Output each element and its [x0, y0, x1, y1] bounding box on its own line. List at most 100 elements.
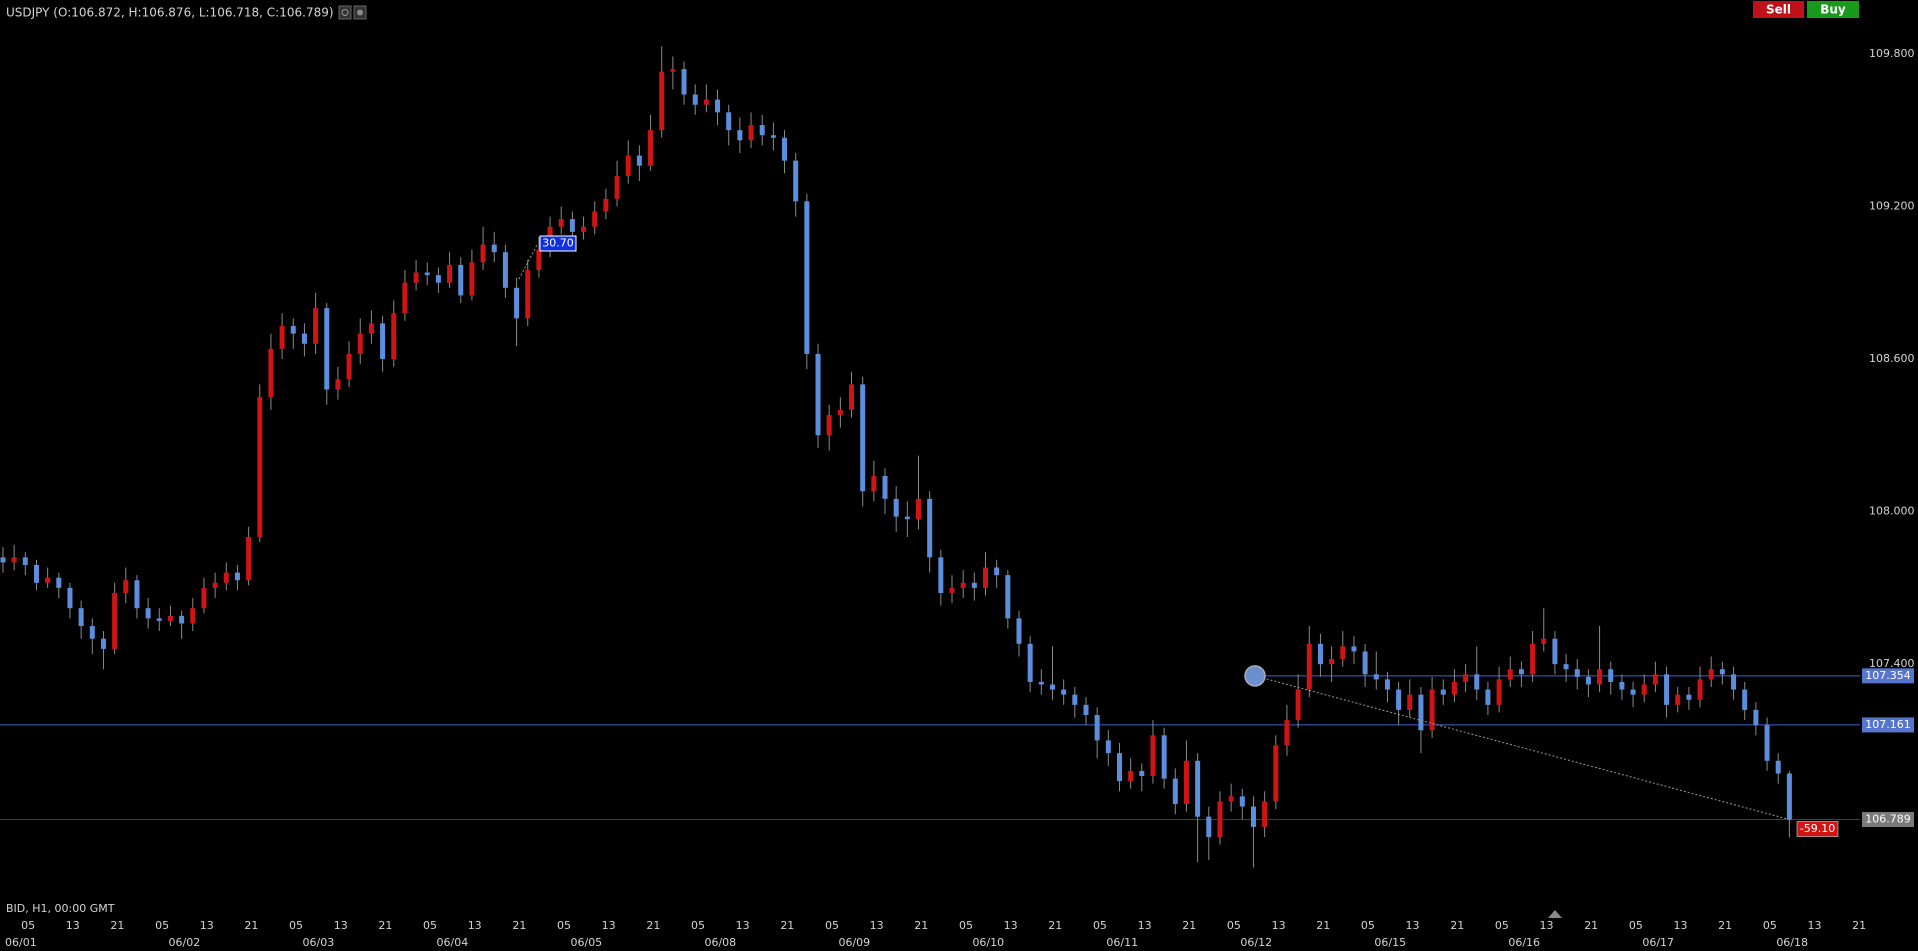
candle-body [581, 226, 587, 232]
x-tick-label: 21 [646, 919, 660, 932]
candle-body [1429, 689, 1435, 731]
candle-body [849, 384, 855, 410]
x-tick-label: 05 [959, 919, 973, 932]
x-tick-label: 21 [378, 919, 392, 932]
candle-body [1351, 646, 1357, 652]
candle-body [726, 112, 732, 131]
candle-body [424, 272, 430, 276]
candle-body [1585, 676, 1591, 685]
sell-button-label[interactable]: Sell [1766, 3, 1791, 17]
x-date-label: 06/12 [1240, 936, 1272, 949]
candle-body [346, 353, 352, 380]
candle-body [1262, 801, 1268, 827]
candle-body [290, 325, 296, 334]
candle-body [1407, 694, 1413, 710]
candle-body [1608, 669, 1614, 682]
x-tick-label: 05 [1629, 919, 1643, 932]
candle-body [994, 567, 1000, 576]
x-tick-label: 05 [825, 919, 839, 932]
annotation-label: 30.70 [542, 237, 574, 250]
candle-body [1061, 689, 1067, 695]
candle-body [1284, 720, 1290, 746]
candle-body [447, 264, 453, 283]
price-line-tag [1862, 717, 1914, 733]
sell-button[interactable] [1753, 1, 1804, 18]
candle-body [1563, 664, 1569, 670]
x-date-label: 06/03 [303, 936, 335, 949]
candle-body [56, 577, 62, 588]
x-date-label: 06/18 [1776, 936, 1808, 949]
buy-button-label[interactable]: Buy [1820, 3, 1846, 17]
x-tick-label: 13 [1004, 919, 1018, 932]
x-tick-label: 21 [244, 919, 258, 932]
candle-body [1697, 679, 1703, 700]
candle-body [156, 618, 162, 621]
candle-body [1094, 715, 1100, 741]
x-date-label: 06/16 [1508, 936, 1540, 949]
candle-body [1775, 760, 1781, 774]
candle-body [100, 638, 106, 649]
candle-body [391, 313, 397, 359]
candle-body [1384, 679, 1390, 690]
annotation-label: -59.10 [1800, 822, 1835, 835]
candle-body [1016, 618, 1022, 644]
candle-body [1083, 704, 1089, 715]
x-tick-label: 21 [1182, 919, 1196, 932]
x-tick-label: 05 [21, 919, 35, 932]
candle-body [815, 353, 821, 436]
candle-body [1228, 796, 1234, 802]
candle-body [89, 626, 95, 639]
x-date-label: 06/01 [5, 936, 37, 949]
candle-body [22, 557, 28, 565]
candle-body [234, 572, 240, 581]
candle-body [491, 244, 497, 253]
candle-body [592, 211, 598, 227]
x-tick-label: 13 [1540, 919, 1554, 932]
candle-body [514, 287, 520, 319]
candle-body [558, 219, 564, 227]
alert-anchor [1244, 665, 1266, 687]
candle-body [1116, 753, 1122, 782]
x-tick-label: 13 [200, 919, 214, 932]
x-tick-label: 05 [1227, 919, 1241, 932]
settings-icon[interactable] [338, 5, 352, 20]
candle-body [1552, 638, 1558, 665]
x-tick-label: 21 [1718, 919, 1732, 932]
candle-body [793, 160, 799, 202]
candle-body [1183, 760, 1189, 804]
candle-body [737, 130, 743, 141]
candle-body [1418, 694, 1424, 731]
y-tick-label: 108.000 [1869, 505, 1915, 518]
candle-body [67, 587, 73, 609]
candle-body [1340, 646, 1346, 660]
candle-body [1250, 806, 1256, 827]
candle-body [804, 201, 810, 354]
scroll-marker[interactable] [1548, 910, 1562, 918]
candle-body [279, 325, 285, 349]
candle-body [770, 135, 776, 138]
candle-body [782, 137, 788, 161]
candle-body [1630, 689, 1636, 695]
trend-line-small [518, 244, 538, 280]
candle-body [368, 323, 374, 334]
candle-body [1128, 770, 1134, 782]
candle-body [614, 175, 620, 199]
candle-body [1396, 689, 1402, 710]
candle-body [1329, 659, 1335, 665]
candle-body [748, 125, 754, 141]
buy-button[interactable] [1807, 1, 1859, 18]
candle-body [1641, 684, 1647, 695]
x-tick-label: 05 [289, 919, 303, 932]
candle-body [1753, 709, 1759, 726]
annotation-tag [539, 235, 577, 252]
price-line-tag [1862, 668, 1914, 684]
candle-body [1150, 735, 1156, 777]
candle-body [659, 71, 665, 131]
candle-body [1496, 679, 1502, 705]
candle-body [971, 582, 977, 588]
candle-body [1139, 770, 1145, 777]
candle-body [692, 94, 698, 105]
candle-body [357, 333, 363, 354]
candle-body [1317, 643, 1323, 665]
